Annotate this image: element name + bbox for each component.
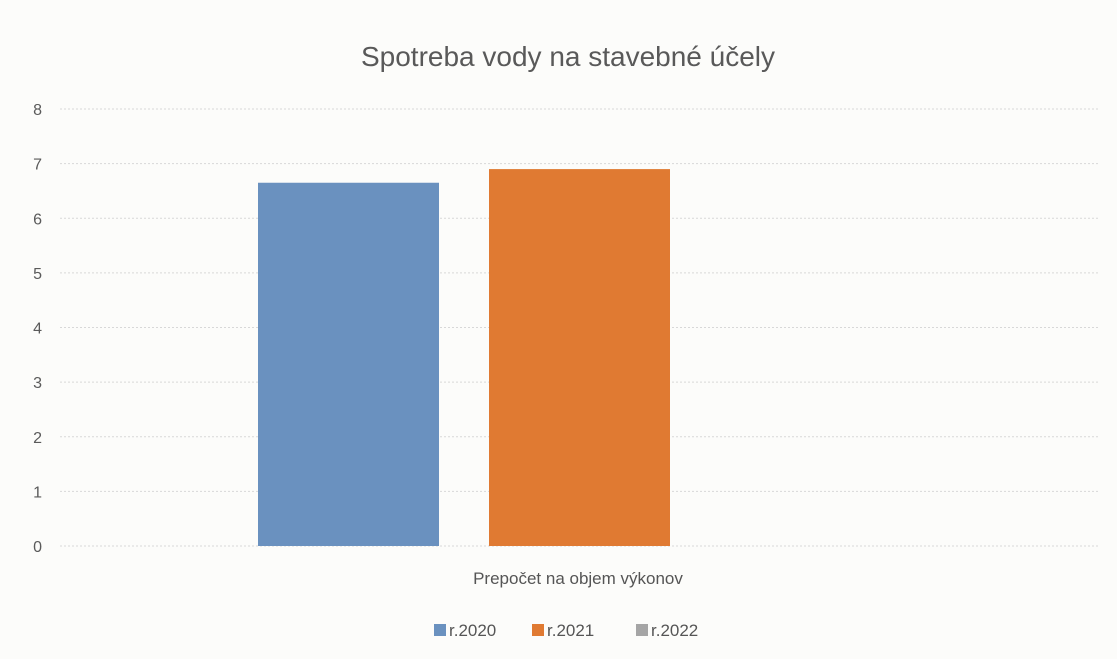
legend-item: r.2022 bbox=[636, 621, 698, 640]
x-axis-label: Prepočet na objem výkonov bbox=[473, 569, 683, 588]
y-axis-tick-labels: 0 1 2 3 4 5 6 7 8 bbox=[33, 102, 42, 556]
y-tick-label: 6 bbox=[33, 211, 42, 228]
y-tick-label: 5 bbox=[33, 266, 42, 283]
y-tick-label: 2 bbox=[33, 430, 42, 447]
legend-label: r.2021 bbox=[547, 621, 594, 640]
y-tick-label: 7 bbox=[33, 157, 42, 174]
legend-label: r.2020 bbox=[449, 621, 496, 640]
bar-r-2021 bbox=[489, 169, 670, 546]
legend-swatch bbox=[636, 624, 648, 636]
chart-title: Spotreba vody na stavebné účely bbox=[361, 41, 775, 72]
y-tick-label: 8 bbox=[33, 102, 42, 119]
legend-item: r.2021 bbox=[532, 621, 594, 640]
y-tick-label: 3 bbox=[33, 375, 42, 392]
legend: r.2020 r.2021 r.2022 bbox=[434, 621, 698, 640]
y-tick-label: 1 bbox=[33, 484, 42, 501]
legend-label: r.2022 bbox=[651, 621, 698, 640]
y-tick-label: 0 bbox=[33, 539, 42, 556]
legend-swatch bbox=[532, 624, 544, 636]
y-tick-label: 4 bbox=[33, 321, 42, 338]
bars bbox=[258, 169, 670, 546]
legend-swatch bbox=[434, 624, 446, 636]
bar-r-2020 bbox=[258, 182, 439, 546]
legend-item: r.2020 bbox=[434, 621, 496, 640]
